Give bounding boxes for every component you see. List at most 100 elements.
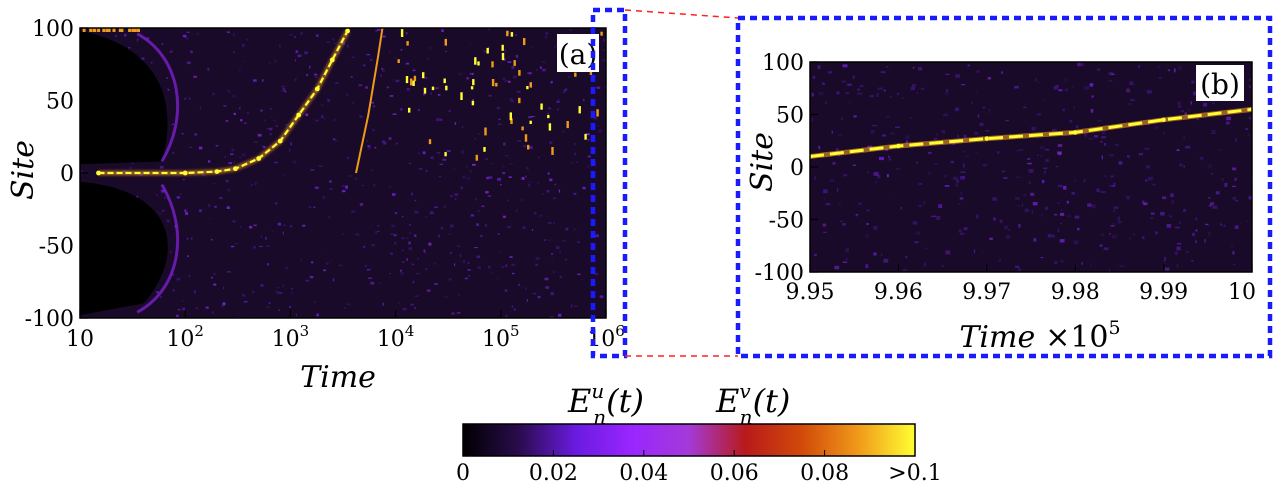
hot-spot [518, 70, 521, 76]
panel-b-y-ticks: 100 50 0 -50 -100 [755, 51, 818, 286]
texture-speck [186, 31, 190, 33]
texture-speck [507, 226, 511, 228]
texture-speck [845, 248, 849, 253]
texture-speck [269, 62, 271, 64]
texture-speck [289, 34, 293, 36]
texture-speck [532, 293, 537, 295]
texture-speck [1054, 261, 1058, 265]
texture-speck [408, 162, 412, 164]
texture-speck [1210, 173, 1214, 175]
texture-speck [269, 127, 273, 131]
texture-speck [181, 132, 184, 135]
texture-speck [460, 186, 464, 190]
texture-speck [1166, 224, 1171, 228]
texture-speck [1051, 234, 1055, 238]
texture-speck [418, 152, 420, 155]
texture-speck [182, 34, 187, 38]
hot-spot [431, 86, 435, 91]
texture-speck [1057, 144, 1063, 147]
texture-speck [1022, 119, 1026, 121]
hot-spot [400, 29, 404, 37]
texture-speck [1196, 118, 1200, 121]
texture-speck [281, 85, 285, 88]
texture-speck [1074, 215, 1080, 219]
texture-speck [554, 46, 556, 48]
texture-speck [556, 100, 560, 103]
y-tick-label: 0 [60, 162, 74, 187]
texture-speck [505, 314, 508, 318]
texture-speck [231, 148, 234, 152]
texture-speck [958, 203, 961, 205]
texture-speck [1211, 131, 1216, 134]
texture-speck [329, 188, 333, 190]
panel-b-tag-box [1196, 65, 1244, 101]
texture-speck [377, 225, 379, 227]
hot-spot [491, 79, 495, 87]
texture-speck [131, 162, 134, 165]
texture-speck [827, 71, 832, 74]
texture-speck [294, 78, 297, 81]
hot-spot [529, 120, 532, 124]
x-tick-label: 10 [1228, 280, 1256, 305]
texture-speck [890, 195, 892, 197]
texture-speck [571, 304, 573, 308]
texture-speck [1226, 121, 1230, 125]
texture-speck [911, 83, 916, 88]
texture-speck [985, 130, 990, 132]
trajectory-point [233, 166, 238, 172]
texture-speck [326, 41, 331, 43]
texture-speck [388, 50, 390, 53]
texture-speck [988, 108, 991, 113]
texture-speck [250, 184, 254, 187]
texture-speck [529, 73, 531, 75]
hot-spot [495, 82, 498, 87]
texture-speck [214, 205, 217, 208]
hot-spot [474, 57, 477, 65]
texture-speck [334, 139, 338, 142]
texture-speck [1023, 106, 1027, 109]
texture-speck [823, 231, 827, 233]
texture-speck [233, 51, 235, 54]
texture-speck [332, 278, 335, 282]
texture-speck [903, 269, 908, 272]
texture-speck [184, 209, 187, 212]
texture-speck [504, 80, 508, 82]
texture-speck [1168, 215, 1173, 218]
texture-speck [1055, 166, 1058, 168]
texture-speck [454, 122, 457, 125]
texture-speck [129, 166, 132, 170]
texture-speck [1113, 206, 1119, 209]
texture-speck [524, 287, 527, 290]
texture-speck [458, 72, 463, 76]
texture-speck [603, 38, 606, 42]
texture-speck [1094, 135, 1098, 138]
hot-spot [484, 127, 487, 136]
texture-speck [1183, 165, 1185, 168]
texture-speck [265, 236, 267, 240]
texture-speck [895, 126, 900, 128]
texture-speck [243, 301, 248, 303]
texture-speck [1127, 155, 1130, 158]
texture-speck [240, 119, 243, 122]
x-tick-label: 9.98 [1051, 280, 1100, 305]
texture-speck [955, 74, 961, 78]
texture-speck [936, 216, 941, 220]
hot-spot [551, 147, 554, 155]
texture-speck [1138, 152, 1143, 156]
texture-speck [900, 207, 902, 210]
texture-speck [345, 185, 348, 189]
texture-speck [458, 294, 460, 296]
texture-speck [207, 67, 210, 71]
texture-speck [450, 195, 453, 198]
texture-speck [429, 47, 431, 49]
texture-speck [1031, 209, 1033, 214]
texture-speck [507, 199, 509, 202]
texture-speck [365, 265, 367, 267]
texture-speck [602, 49, 605, 51]
texture-speck [445, 50, 447, 52]
texture-speck [325, 28, 327, 30]
texture-speck [485, 224, 487, 227]
texture-speck [955, 184, 958, 187]
texture-speck [1215, 191, 1220, 195]
hot-spot [501, 44, 504, 51]
